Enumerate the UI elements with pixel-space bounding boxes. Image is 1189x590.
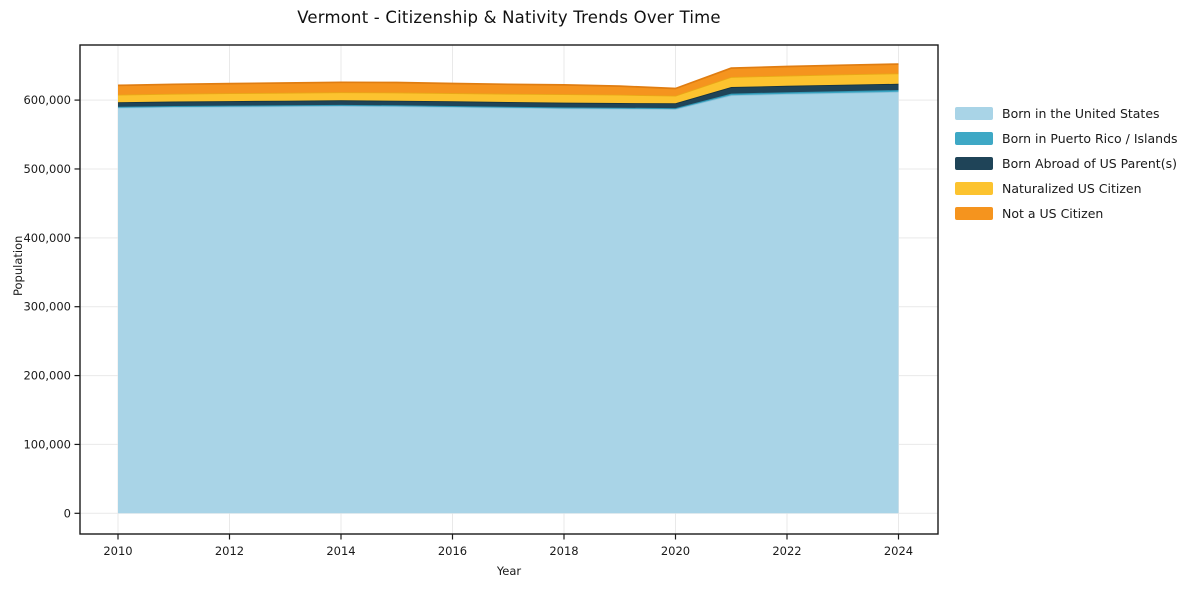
legend-label: Born Abroad of US Parent(s) — [1002, 156, 1177, 171]
chart-title: Vermont - Citizenship & Nativity Trends … — [297, 8, 721, 27]
legend-label: Naturalized US Citizen — [1002, 181, 1142, 196]
area-edge — [117, 63, 899, 90]
y-tick-label: 100,000 — [23, 437, 71, 451]
area-born-in-the-united-states — [118, 91, 899, 514]
legend-item: Born in Puerto Rico / Islands — [955, 126, 1178, 151]
legend-item: Not a US Citizen — [955, 201, 1178, 226]
y-tick-label: 500,000 — [23, 162, 71, 176]
x-tick-label: 2018 — [549, 544, 578, 558]
y-axis-title: Population — [11, 235, 25, 296]
legend-swatch-born-us-icon — [955, 107, 993, 120]
legend: Born in the United States Born in Puerto… — [955, 101, 1178, 226]
y-tick-label: 0 — [64, 506, 71, 520]
x-tick-label: 2020 — [661, 544, 690, 558]
stacked-areas — [117, 63, 899, 514]
y-tick-label: 600,000 — [23, 93, 71, 107]
legend-item: Born Abroad of US Parent(s) — [955, 151, 1178, 176]
x-axis-title: Year — [496, 564, 522, 578]
x-tick-label: 2016 — [438, 544, 467, 558]
x-tick-label: 2024 — [884, 544, 913, 558]
legend-label: Born in the United States — [1002, 106, 1160, 121]
legend-swatch-born-abroad-icon — [955, 157, 993, 170]
area-naturalized-us-citizen — [118, 73, 899, 104]
y-tick-label: 200,000 — [23, 369, 71, 383]
area-not-a-us-citizen — [118, 64, 899, 96]
ticks: 2010 2012 2014 2016 2018 2020 2022 2024 0 100,000… — [23, 93, 913, 558]
y-tick-label: 400,000 — [23, 231, 71, 245]
x-tick-label: 2010 — [103, 544, 132, 558]
legend-swatch-not-citizen-icon — [955, 207, 993, 220]
plot-border — [79, 44, 939, 535]
y-tick-label: 300,000 — [23, 300, 71, 314]
x-tick-label: 2022 — [772, 544, 801, 558]
x-tick-label: 2012 — [215, 544, 244, 558]
legend-item: Naturalized US Citizen — [955, 176, 1178, 201]
legend-label: Not a US Citizen — [1002, 206, 1104, 221]
legend-item: Born in the United States — [955, 101, 1178, 126]
legend-swatch-puerto-rico-icon — [955, 132, 993, 145]
area-born-abroad-of-us-parent-s- — [118, 83, 899, 109]
x-tick-label: 2014 — [326, 544, 355, 558]
legend-swatch-naturalized-icon — [955, 182, 993, 195]
legend-label: Born in Puerto Rico / Islands — [1002, 131, 1178, 146]
